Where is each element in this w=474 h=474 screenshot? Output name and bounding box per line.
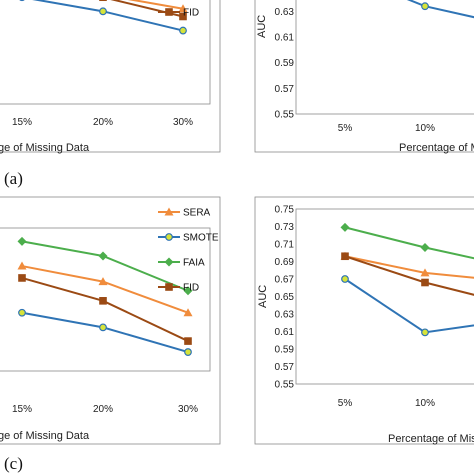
y-tick-label: 0.73 (275, 222, 295, 233)
x-axis-label-top-right: Percentage of Missing Data (399, 142, 474, 154)
x-tick-label: 10% (415, 398, 435, 409)
data-point (98, 277, 108, 286)
y-tick-label: 0.59 (275, 58, 295, 69)
data-point (184, 337, 192, 345)
frame-top-right (254, 0, 474, 153)
data-point (421, 328, 429, 337)
panel-label-a: (a) (4, 169, 23, 188)
x-axis-label-bottom-right: Percentage of Missing Data (388, 433, 474, 445)
x-tick-label: 20% (93, 404, 113, 415)
legend-label-fid: FID (183, 8, 199, 19)
data-point (17, 236, 27, 246)
chart-top-right: 0.550.570.590.610.630.655%10%15% (275, 0, 474, 134)
y-tick-label: 0.57 (275, 362, 295, 373)
y-tick-label: 0.59 (275, 345, 295, 356)
x-tick-label: 15% (12, 117, 32, 128)
chart-bottom-left: 15% 20% 30% SERA SMOTE FAIA FID (12, 207, 219, 415)
x-tick-label: 30% (178, 404, 198, 415)
plot-area-bottom-left (0, 227, 211, 372)
frame-top-left (0, 0, 221, 153)
plot-area-top-left (0, 0, 211, 105)
y-tick-label: 0.57 (275, 84, 295, 95)
x-tick-label: 5% (338, 398, 353, 409)
series-line-fid (110, 0, 184, 18)
chart-bottom-right: 0.55 0.57 0.59 0.61 0.63 0.65 0.67 0.69 0.71 0.73… (275, 205, 474, 409)
y-tick-label: 0.63 (275, 7, 295, 18)
data-point (17, 261, 27, 270)
legend-label-sera: SERA (183, 208, 211, 219)
x-tick-label: 5% (338, 123, 353, 134)
legend-marker (165, 233, 173, 241)
x-axis-label-top-left: ge of Missing Data (0, 142, 90, 154)
data-point (98, 251, 108, 261)
series-line-sera (21, 265, 189, 314)
chart-top-left: 15% 20% 30% FID (12, 0, 199, 128)
x-tick-label: 30% (173, 117, 193, 128)
data-point (183, 286, 193, 296)
legend-marker (165, 283, 173, 291)
data-point (178, 4, 188, 13)
y-axis-label-top-right: AUC (256, 15, 268, 38)
data-point (99, 0, 107, 2)
y-tick-label: 0.69 (275, 257, 295, 268)
y-axis-label-bottom-right: AUC (257, 285, 269, 308)
frame-bottom-right (254, 196, 474, 445)
series-line-s3 (344, 255, 474, 296)
data-point (99, 7, 107, 16)
data-point (341, 252, 349, 261)
data-point (340, 222, 350, 232)
data-point (183, 308, 193, 317)
x-tick-label: 20% (93, 117, 113, 128)
y-tick-label: 0.71 (275, 240, 295, 251)
data-point (99, 323, 107, 332)
y-tick-label: 0.55 (275, 380, 295, 391)
x-tick-label: 15% (12, 404, 32, 415)
plot-area-top-right (295, 0, 474, 115)
data-point (421, 2, 429, 11)
legend-label-fid: FID (183, 283, 199, 294)
legend-marker (165, 8, 173, 16)
data-point (421, 278, 429, 287)
x-tick-label: 10% (415, 123, 435, 134)
frame-bottom-left (0, 196, 221, 445)
y-tick-label: 0.65 (275, 292, 295, 303)
legend-label-faia: FAIA (183, 258, 205, 269)
series-line-smote (21, 311, 189, 354)
legend-label-smote: SMOTE (183, 233, 219, 244)
y-tick-label: 0.61 (275, 33, 295, 44)
y-tick-label: 0.63 (275, 310, 295, 321)
series-line-s0 (127, 0, 184, 10)
data-point (179, 12, 187, 21)
y-tick-label: 0.61 (275, 327, 295, 338)
data-point (19, 0, 25, 2)
legend-marker (164, 207, 174, 216)
y-tick-label: 0.55 (275, 110, 295, 121)
x-axis-label-bottom-left: ge of Missing Data (0, 430, 90, 442)
panel-label-c: (c) (4, 454, 23, 473)
y-tick-label: 0.67 (275, 275, 295, 286)
series-line-s1 (406, 0, 474, 19)
data-point (18, 308, 26, 317)
y-tick-label: 0.75 (275, 205, 295, 216)
plot-area-bottom-right (295, 208, 474, 385)
data-point (179, 26, 187, 35)
legend-marker (164, 257, 174, 267)
data-point (420, 243, 430, 252)
data-point (341, 275, 349, 283)
data-point (420, 268, 430, 277)
series-line-s1 (344, 278, 474, 334)
data-point (99, 297, 107, 305)
data-point (18, 274, 26, 282)
data-point (184, 348, 192, 356)
